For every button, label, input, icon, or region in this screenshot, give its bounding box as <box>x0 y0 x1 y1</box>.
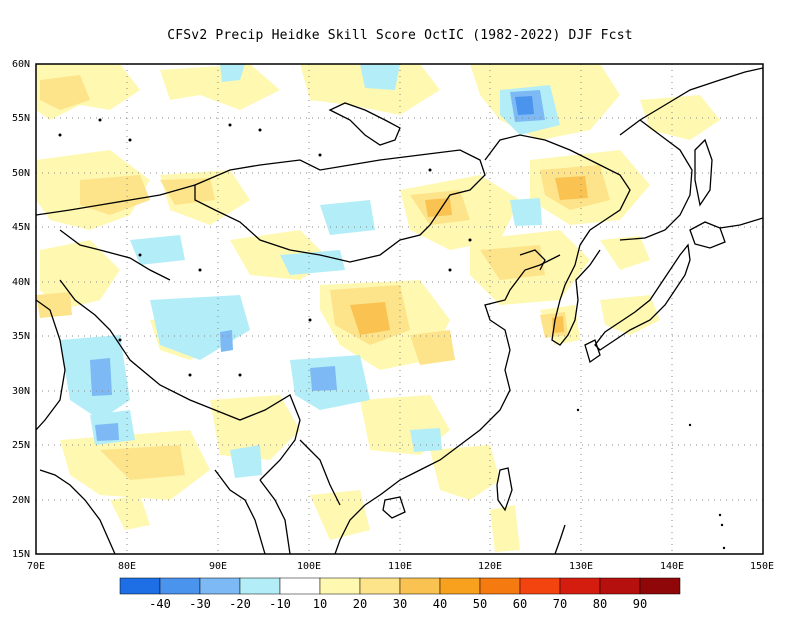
lat-tick-25n: 25N <box>12 440 30 451</box>
lat-tick-40n: 40N <box>12 277 30 288</box>
lat-tick-55n: 55N <box>12 113 30 124</box>
colorbar-label: 50 <box>473 597 487 611</box>
colorbar-swatch <box>159 577 201 595</box>
colorbar: -40 -30 -20 -10 10 20 30 40 50 60 70 80 90 <box>119 577 681 611</box>
map-title: CFSv2 Precip Heidke Skill Score OctIC (1… <box>167 28 633 43</box>
lat-tick-35n: 35N <box>12 331 30 342</box>
skill-shading <box>36 64 720 552</box>
lat-tick-30n: 30N <box>12 386 30 397</box>
lat-tick-50n: 50N <box>12 168 30 179</box>
lon-tick-110e: 110E <box>388 561 412 572</box>
colorbar-label: 70 <box>553 597 567 611</box>
colorbar-swatch <box>199 577 241 595</box>
colorbar-swatch <box>479 577 521 595</box>
lon-tick-80e: 80E <box>118 561 136 572</box>
graticule <box>36 64 763 554</box>
colorbar-label: 60 <box>513 597 527 611</box>
plot-frame <box>35 63 764 555</box>
lat-tick-60n: 60N <box>12 59 30 70</box>
lat-tick-20n: 20N <box>12 495 30 506</box>
colorbar-swatch <box>399 577 441 595</box>
colorbar-swatch <box>599 577 641 595</box>
colorbar-label: 10 <box>313 597 327 611</box>
colorbar-label: 40 <box>433 597 447 611</box>
coastlines-borders <box>36 67 763 554</box>
colorbar-swatch <box>239 577 281 595</box>
lat-tick-15n: 15N <box>12 549 30 560</box>
colorbar-label: 30 <box>393 597 407 611</box>
colorbar-label: 90 <box>633 597 647 611</box>
colorbar-label: -40 <box>149 597 171 611</box>
colorbar-label: -20 <box>229 597 251 611</box>
lon-tick-130e: 130E <box>569 561 593 572</box>
colorbar-swatch <box>639 577 681 595</box>
lon-tick-120e: 120E <box>478 561 502 572</box>
lon-tick-90e: 90E <box>209 561 227 572</box>
colorbar-swatch <box>359 577 401 595</box>
colorbar-swatch <box>119 577 161 595</box>
lat-tick-labels: 15N 20N 25N 30N 35N 40N 45N 50N 55N 60N <box>12 59 30 560</box>
colorbar-label: -30 <box>189 597 211 611</box>
small-features <box>58 118 726 550</box>
lon-tick-labels: 70E 80E 90E 100E 110E 120E 130E 140E 150… <box>27 561 774 572</box>
colorbar-swatch <box>439 577 481 595</box>
lon-tick-140e: 140E <box>660 561 684 572</box>
lat-tick-45n: 45N <box>12 222 30 233</box>
lon-tick-70e: 70E <box>27 561 45 572</box>
lon-tick-150e: 150E <box>750 561 774 572</box>
colorbar-swatch <box>519 577 561 595</box>
colorbar-swatch <box>319 577 361 595</box>
colorbar-label: 80 <box>593 597 607 611</box>
lon-tick-100e: 100E <box>297 561 321 572</box>
colorbar-label: 20 <box>353 597 367 611</box>
colorbar-swatch <box>559 577 601 595</box>
colorbar-swatch <box>279 577 321 595</box>
colorbar-label: -10 <box>269 597 291 611</box>
